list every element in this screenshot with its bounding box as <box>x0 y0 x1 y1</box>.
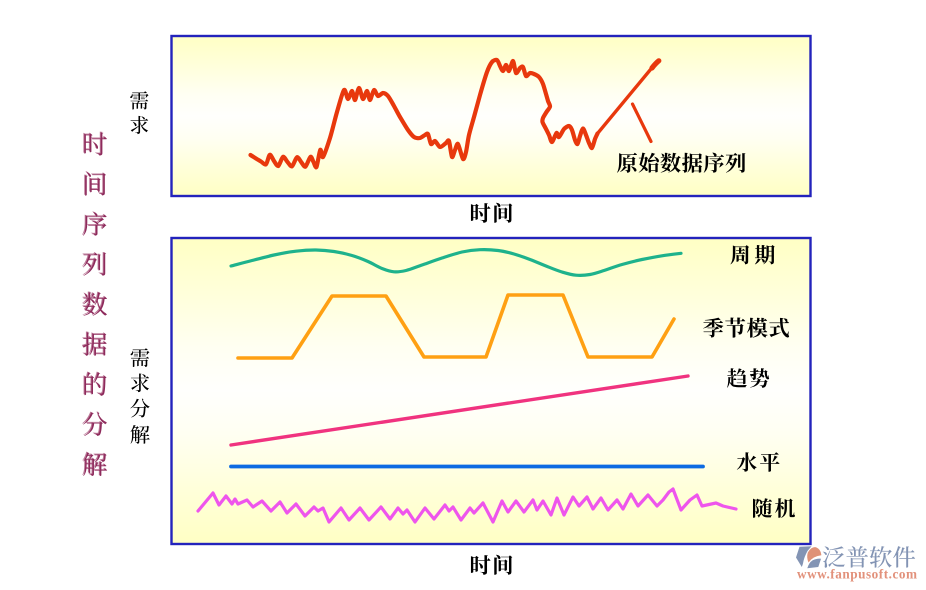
svg-text:www.fanpusoft.com: www.fanpusoft.com <box>797 567 917 582</box>
